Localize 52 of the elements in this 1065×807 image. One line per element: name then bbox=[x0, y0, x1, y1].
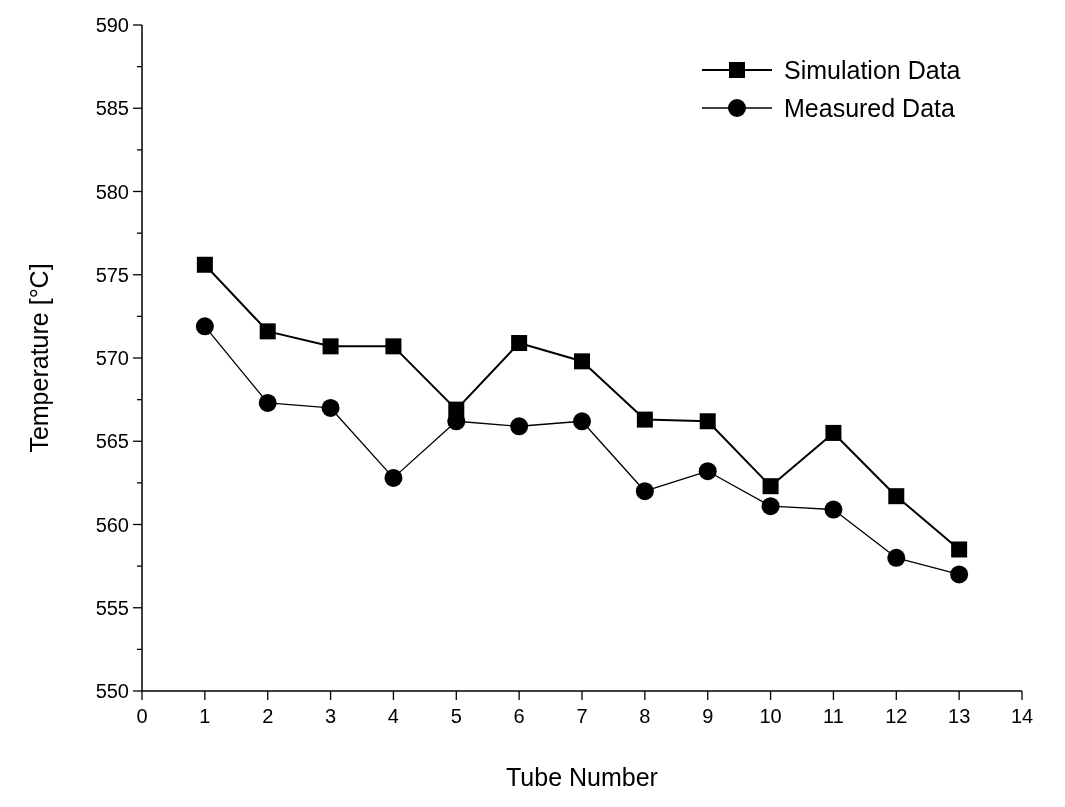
point bbox=[951, 541, 968, 558]
point bbox=[511, 335, 528, 352]
y-tick-label: 550 bbox=[95, 680, 129, 702]
y-tick-label: 580 bbox=[95, 180, 129, 203]
x-tick-label: 11 bbox=[823, 705, 844, 727]
y-axis-title: Temperature [°C] bbox=[25, 263, 53, 453]
point bbox=[950, 565, 969, 584]
x-tick-label: 1 bbox=[199, 705, 211, 727]
point bbox=[510, 417, 529, 436]
point bbox=[258, 393, 277, 412]
point bbox=[761, 497, 780, 516]
point bbox=[321, 398, 340, 417]
y-tick-label: 565 bbox=[95, 430, 129, 453]
x-tick-label: 6 bbox=[513, 705, 525, 727]
point bbox=[888, 488, 905, 505]
legend-label: Measured Data bbox=[784, 93, 956, 122]
x-tick-label: 7 bbox=[576, 705, 588, 727]
point bbox=[259, 323, 276, 340]
point bbox=[698, 462, 717, 481]
point bbox=[322, 338, 339, 355]
point bbox=[887, 548, 906, 567]
x-tick-label: 0 bbox=[136, 705, 148, 727]
point bbox=[824, 500, 843, 519]
point bbox=[195, 317, 214, 336]
y-tick-label: 555 bbox=[95, 596, 129, 619]
x-tick-label: 12 bbox=[885, 705, 908, 727]
x-tick-label: 5 bbox=[450, 705, 462, 727]
y-tick-label: 590 bbox=[95, 14, 129, 36]
x-tick-label: 13 bbox=[948, 705, 971, 727]
y-tick-label: 575 bbox=[95, 263, 129, 286]
legend-label: Simulation Data bbox=[784, 55, 961, 84]
x-tick-label: 8 bbox=[639, 705, 651, 727]
point bbox=[384, 468, 403, 487]
y-tick-label: 585 bbox=[95, 97, 129, 120]
x-tick-label: 10 bbox=[759, 705, 782, 727]
point bbox=[762, 478, 779, 495]
point bbox=[573, 412, 591, 431]
point bbox=[574, 353, 590, 370]
point bbox=[385, 338, 402, 355]
point bbox=[699, 413, 716, 430]
x-tick-label: 9 bbox=[702, 705, 714, 727]
point bbox=[196, 256, 213, 273]
x-tick-label: 2 bbox=[262, 705, 274, 727]
point bbox=[636, 411, 653, 428]
x-tick-label: 3 bbox=[325, 705, 337, 727]
x-axis-title: Tube Number bbox=[506, 763, 658, 791]
point bbox=[825, 424, 842, 441]
point bbox=[635, 482, 654, 501]
x-tick-label: 14 bbox=[1010, 705, 1034, 727]
y-tick-label: 570 bbox=[95, 347, 129, 369]
y-tick-label: 560 bbox=[95, 513, 129, 536]
x-tick-label: 4 bbox=[387, 705, 399, 727]
